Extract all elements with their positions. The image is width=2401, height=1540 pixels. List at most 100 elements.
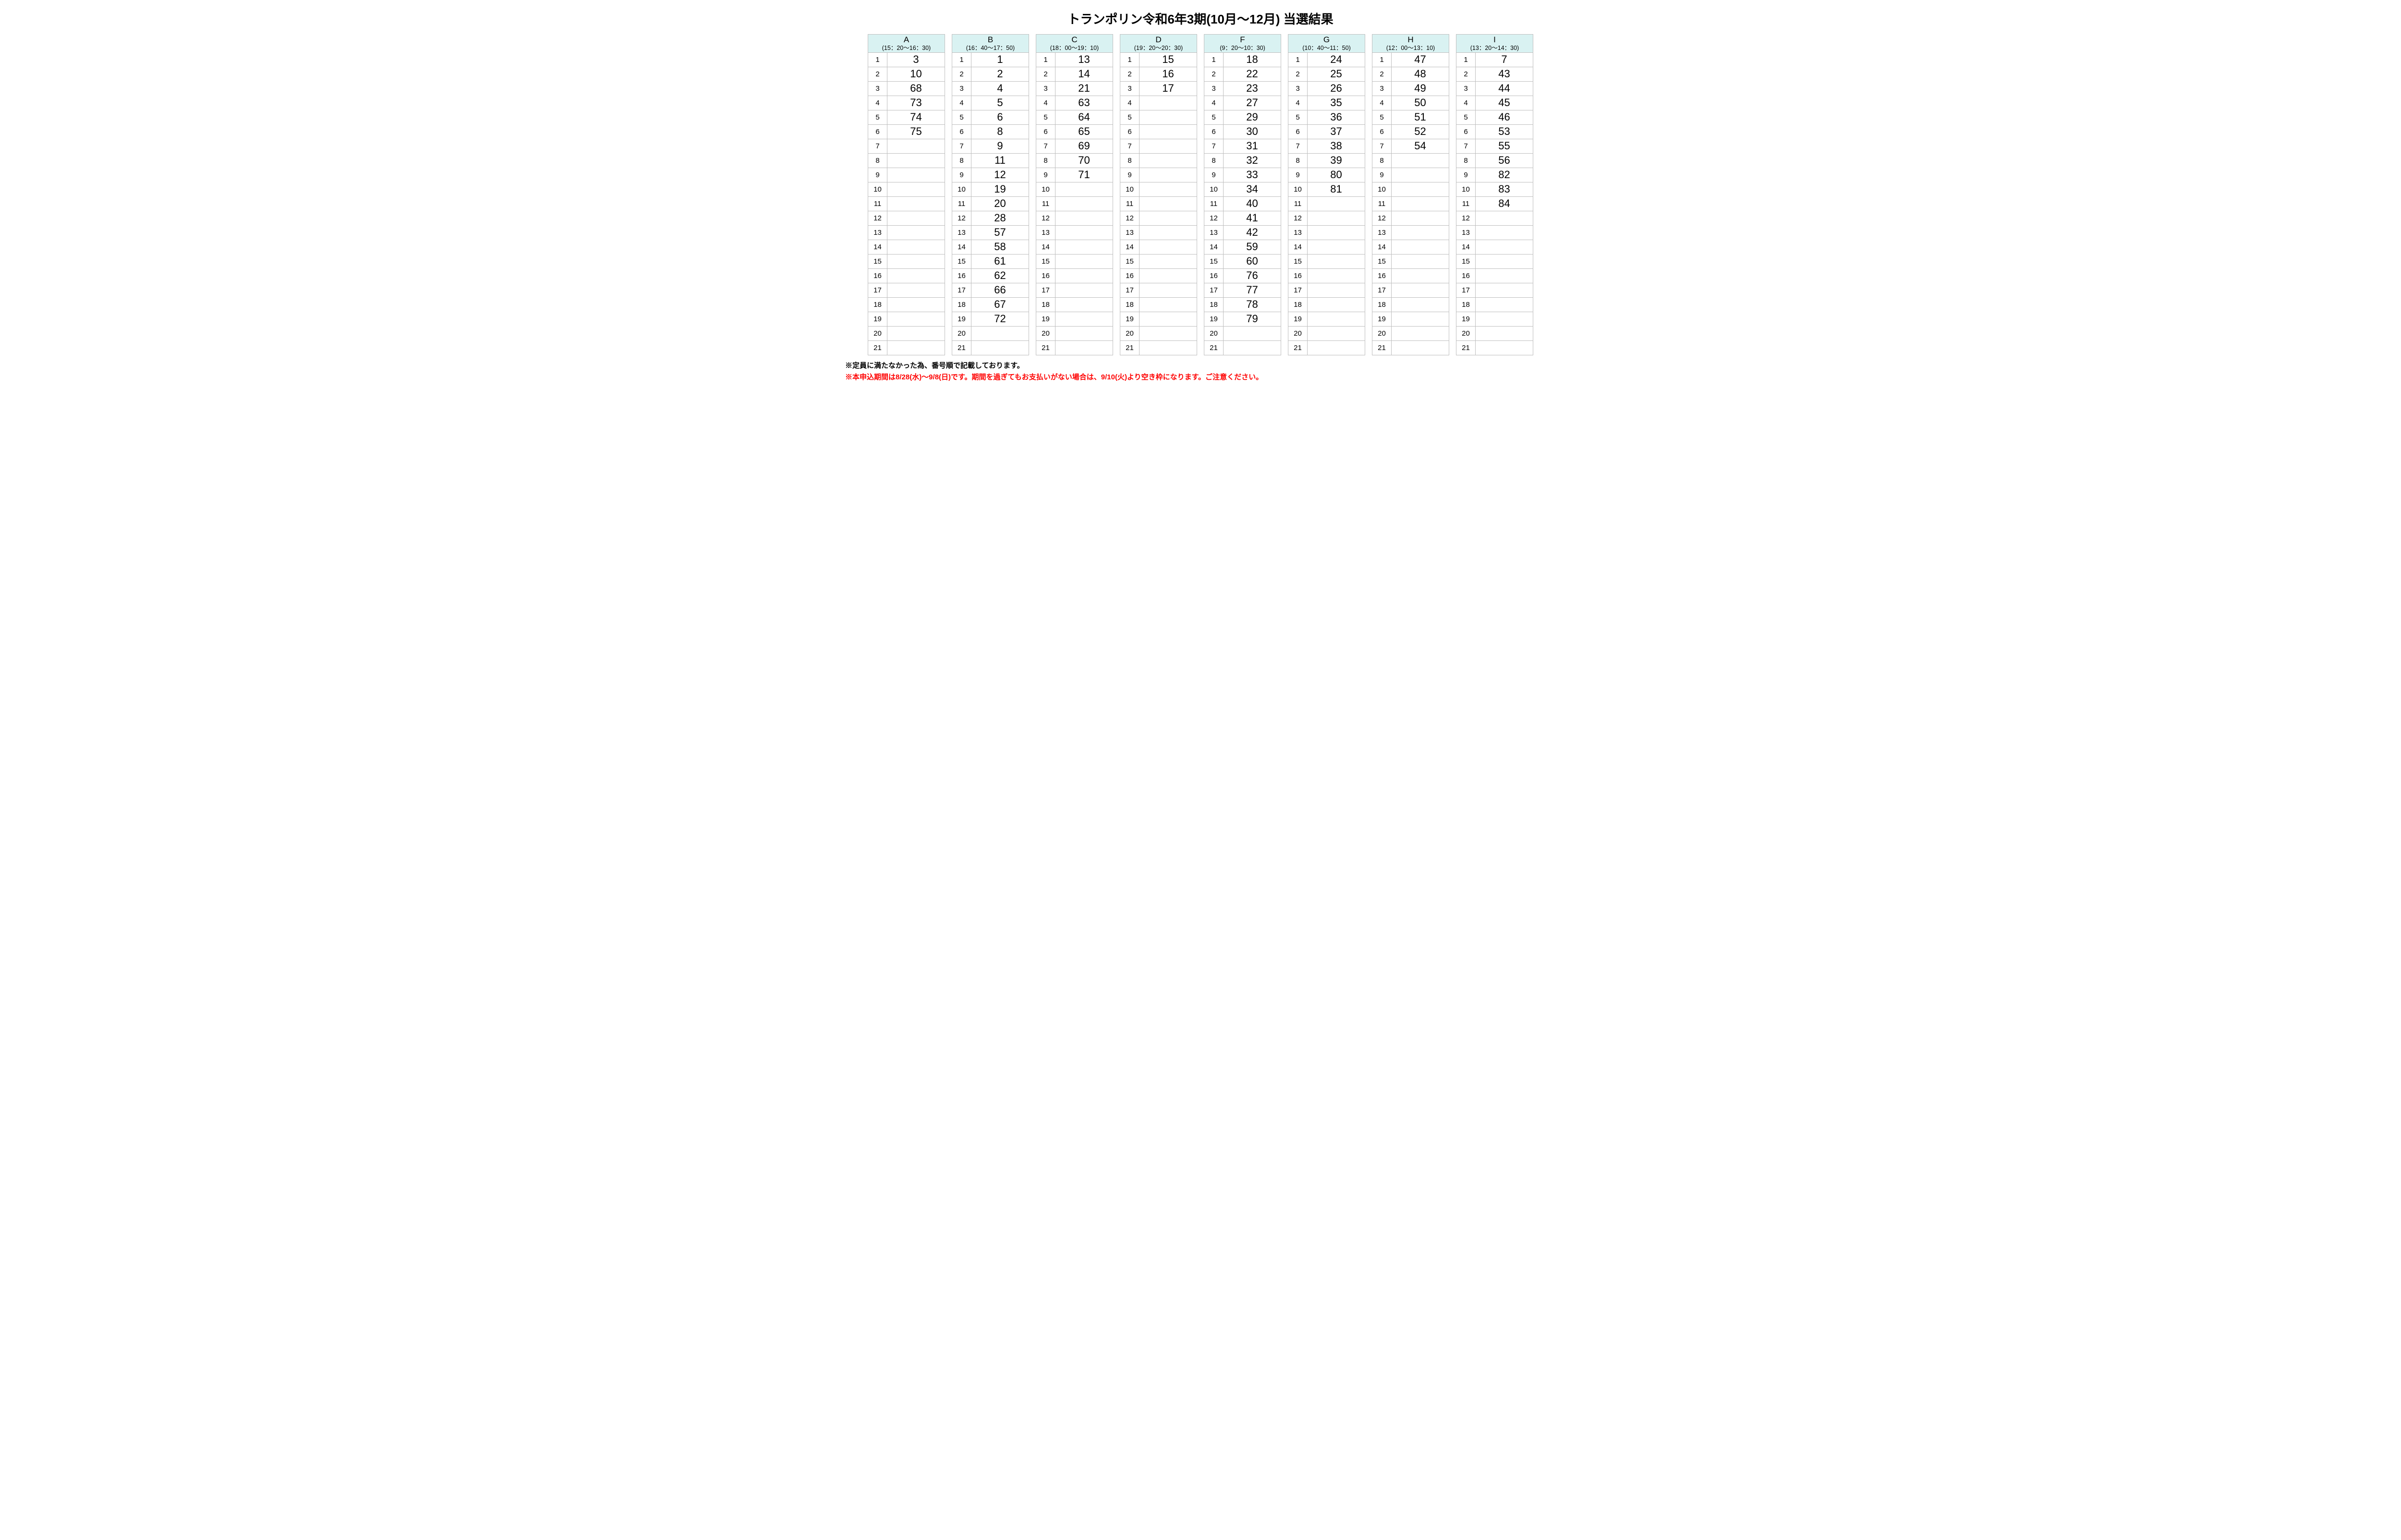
- row-value: [1140, 124, 1197, 139]
- table-row: 16: [1120, 268, 1197, 283]
- row-value: 69: [1055, 139, 1113, 153]
- row-index: 12: [1204, 211, 1224, 225]
- table-row: 15: [1036, 254, 1113, 268]
- table-row: 12: [1372, 211, 1449, 225]
- row-index: 6: [1372, 124, 1392, 139]
- row-value: 81: [1308, 182, 1365, 196]
- table-row: 8: [868, 153, 945, 168]
- row-index: 10: [1036, 182, 1055, 196]
- row-value: 33: [1224, 168, 1281, 182]
- page-title: トランポリン令和6年3期(10月～12月) 当選結果: [845, 10, 1556, 27]
- table-row: 473: [868, 96, 945, 110]
- table-row: 20: [1456, 326, 1533, 340]
- row-value: 63: [1055, 96, 1113, 110]
- row-index: 21: [1120, 340, 1140, 355]
- table-row: 536: [1288, 110, 1365, 124]
- table-row: 738: [1288, 139, 1365, 153]
- table-row: 1228: [952, 211, 1029, 225]
- row-value: 55: [1476, 139, 1533, 153]
- row-index: 3: [1372, 81, 1392, 96]
- row-index: 19: [868, 312, 887, 326]
- row-value: [887, 182, 945, 196]
- row-value: [887, 196, 945, 211]
- row-value: 78: [1224, 297, 1281, 312]
- table-row: 21: [1120, 340, 1197, 355]
- row-index: 11: [1456, 196, 1476, 211]
- table-row: 13: [868, 52, 945, 67]
- group-header-C: C(18：00～19：10): [1036, 35, 1113, 53]
- row-value: 41: [1224, 211, 1281, 225]
- row-value: [887, 340, 945, 355]
- row-value: [1308, 326, 1365, 340]
- table-row: 912: [952, 168, 1029, 182]
- row-value: [1140, 139, 1197, 153]
- row-index: 4: [952, 96, 971, 110]
- table-row: 14: [1288, 240, 1365, 254]
- row-index: 16: [1204, 268, 1224, 283]
- row-index: 17: [1372, 283, 1392, 297]
- row-value: [1055, 268, 1113, 283]
- row-index: 15: [1120, 254, 1140, 268]
- row-value: 47: [1392, 52, 1449, 67]
- row-value: 20: [971, 196, 1029, 211]
- row-value: [1476, 211, 1533, 225]
- table-row: 12: [868, 211, 945, 225]
- row-value: 26: [1308, 81, 1365, 96]
- row-index: 14: [868, 240, 887, 254]
- table-row: 18: [1288, 297, 1365, 312]
- row-value: 57: [971, 225, 1029, 240]
- row-index: 3: [952, 81, 971, 96]
- table-row: 5: [1120, 110, 1197, 124]
- row-value: [1392, 225, 1449, 240]
- row-value: [887, 268, 945, 283]
- row-value: [887, 240, 945, 254]
- table-row: 17: [1036, 283, 1113, 297]
- table-row: 34: [952, 81, 1029, 96]
- group-table-G: G(10：40～11：50)12422532643553663773883998…: [1288, 34, 1365, 355]
- group-table-I: I(13：20～14：30)17243344445546653755856982…: [1456, 34, 1533, 355]
- group-letter: A: [868, 35, 945, 45]
- table-row: 832: [1204, 153, 1281, 168]
- row-value: [887, 168, 945, 182]
- row-value: 1: [971, 52, 1029, 67]
- table-row: 1676: [1204, 268, 1281, 283]
- table-row: 19: [1288, 312, 1365, 326]
- row-value: [1392, 240, 1449, 254]
- row-value: [1224, 340, 1281, 355]
- row-value: [1140, 268, 1197, 283]
- table-row: 14: [1120, 240, 1197, 254]
- table-row: 9: [1372, 168, 1449, 182]
- table-row: 16: [1288, 268, 1365, 283]
- row-value: 83: [1476, 182, 1533, 196]
- row-value: 82: [1476, 168, 1533, 182]
- row-index: 19: [1204, 312, 1224, 326]
- table-row: 1867: [952, 297, 1029, 312]
- row-value: 59: [1224, 240, 1281, 254]
- row-value: 3: [887, 52, 945, 67]
- row-index: 12: [1456, 211, 1476, 225]
- group-table-F: F(9：20～10：30)118222323427529630731832933…: [1204, 34, 1281, 355]
- table-row: 19: [1456, 312, 1533, 326]
- row-index: 3: [1036, 81, 1055, 96]
- table-row: 1777: [1204, 283, 1281, 297]
- row-index: 19: [1036, 312, 1055, 326]
- table-row: 1561: [952, 254, 1029, 268]
- table-row: 21: [1372, 340, 1449, 355]
- row-value: [1140, 196, 1197, 211]
- table-row: 435: [1288, 96, 1365, 110]
- row-index: 21: [1456, 340, 1476, 355]
- table-row: 243: [1456, 67, 1533, 81]
- row-index: 18: [1372, 297, 1392, 312]
- table-row: 11: [1036, 196, 1113, 211]
- group-time: (10：40～11：50): [1288, 45, 1365, 52]
- row-index: 11: [868, 196, 887, 211]
- row-index: 16: [868, 268, 887, 283]
- row-value: 15: [1140, 52, 1197, 67]
- group-letter: H: [1372, 35, 1449, 45]
- row-value: [1308, 196, 1365, 211]
- row-index: 21: [1372, 340, 1392, 355]
- row-index: 17: [1036, 283, 1055, 297]
- table-row: 326: [1288, 81, 1365, 96]
- table-row: 10: [1036, 182, 1113, 196]
- table-row: 1766: [952, 283, 1029, 297]
